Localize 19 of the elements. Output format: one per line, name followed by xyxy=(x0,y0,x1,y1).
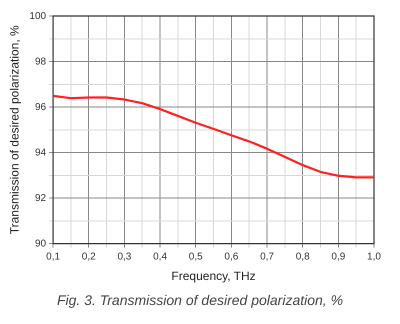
caption: Fig. 3. Transmission of desired polarization, % xyxy=(56,292,344,308)
y-tick-label: 92 xyxy=(34,192,47,204)
y-axis-title: Transmission of desired polarization, % xyxy=(8,24,22,234)
x-tick-label: 0,3 xyxy=(117,251,132,262)
x-tick-label: 0,1 xyxy=(46,251,60,262)
x-tick-label: 1,0 xyxy=(367,251,382,262)
x-tick-label: 0,6 xyxy=(224,251,239,262)
x-tick-label: 0,5 xyxy=(188,251,204,262)
x-tick-label: 0,4 xyxy=(153,251,168,262)
x-axis-title: Frequency, THz xyxy=(171,269,256,284)
x-tick-label: 0,9 xyxy=(331,251,346,262)
y-tick-label: 90 xyxy=(34,238,47,250)
y-tick-label: 94 xyxy=(34,147,47,158)
x-tick-label: 0,2 xyxy=(82,251,96,262)
y-tick-label: 96 xyxy=(34,102,47,113)
x-tick-label: 0,8 xyxy=(296,251,310,262)
y-tick-label: 98 xyxy=(34,56,47,68)
y-tick-label: 100 xyxy=(29,10,47,22)
x-tick-label: 0,7 xyxy=(260,251,274,262)
